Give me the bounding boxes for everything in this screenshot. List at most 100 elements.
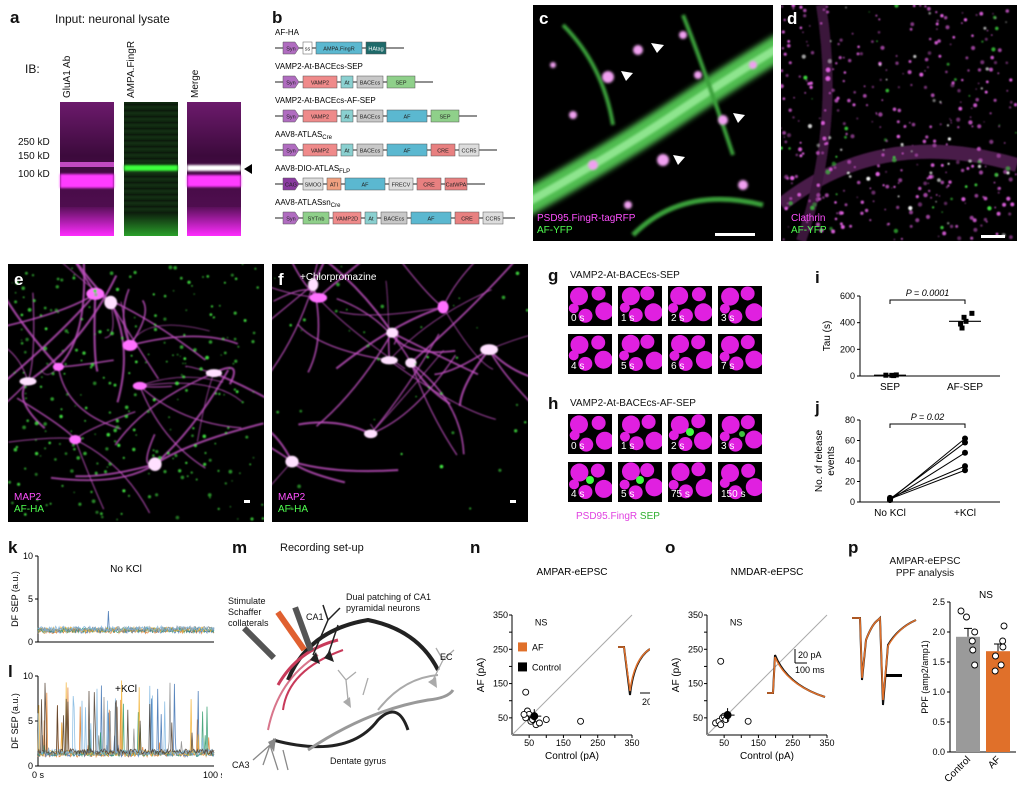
construct-segment-label: FRECV xyxy=(392,183,411,189)
construct-segment-label: At xyxy=(344,81,350,87)
timelapse-time: 6 s xyxy=(671,361,685,372)
y-axis-label: DF SEP (a.u.) xyxy=(10,693,20,749)
data-point xyxy=(520,710,528,718)
punctum xyxy=(678,437,693,452)
construct-segment-label: Syn xyxy=(286,149,295,155)
punctum xyxy=(568,350,579,361)
construct-segment xyxy=(344,177,386,191)
data-point xyxy=(522,688,530,696)
y-tick-label: 5 xyxy=(28,716,33,726)
y-tick-label: 0 xyxy=(850,497,855,507)
punctum xyxy=(721,463,740,482)
image-c-label-magenta: PSD95.FingR-tagRFP xyxy=(537,213,636,224)
image-c-label-green: AF-YFP xyxy=(537,225,573,236)
blot-lane-gluA1 xyxy=(60,102,114,236)
image-e: e MAP2 AF-HA xyxy=(8,264,264,522)
timelapse-tile-svg xyxy=(619,414,662,451)
punctum xyxy=(644,303,662,322)
chart-p: 0.0 0.5 1.0 1.5 2.0 2.5 PPF (amp2/amp1) NS Contr… xyxy=(920,590,1016,785)
construct-segment-label: Syn xyxy=(286,47,295,53)
y-tick-label: 0 xyxy=(850,371,855,381)
construct-segment-label: SYTnb xyxy=(308,217,325,223)
punctum xyxy=(668,303,679,314)
p-value: P = 0.0001 xyxy=(906,288,949,298)
mean-point xyxy=(723,711,732,720)
punctum xyxy=(578,485,593,500)
pair-line xyxy=(889,442,966,500)
epsc-trace-control xyxy=(767,654,826,698)
panel-letter-f: f xyxy=(278,270,284,289)
punctum xyxy=(568,303,579,314)
construct-segment-label: Syn xyxy=(286,81,295,87)
y-tick-label: 80 xyxy=(845,415,855,425)
trace-p xyxy=(852,615,917,706)
trace-series xyxy=(37,624,215,633)
construct-promoter xyxy=(282,211,300,225)
timelapse-tile: 3 s xyxy=(718,286,762,326)
y-tick-label: 20 xyxy=(845,477,855,487)
punctum xyxy=(670,415,689,434)
construct-segment-label: VAMP2D xyxy=(336,217,358,223)
data-point xyxy=(717,721,725,729)
panel-letter-n: n xyxy=(470,538,481,557)
construct-segment xyxy=(444,177,468,191)
label-ca1: CA1 xyxy=(306,612,324,622)
punctum xyxy=(591,415,606,430)
punctum xyxy=(745,350,762,369)
y-tick-label: 50 xyxy=(693,713,703,723)
construct-segment xyxy=(302,143,338,157)
punctum xyxy=(740,415,755,430)
punctum xyxy=(569,430,580,441)
construct-segment-label: ATI xyxy=(330,183,339,189)
timelapse-tile: 1 s xyxy=(618,414,662,454)
pair-line xyxy=(889,465,966,499)
image-c-svg xyxy=(533,14,773,237)
panel-letter-p: p xyxy=(848,538,859,557)
punctum xyxy=(691,462,706,477)
significance-bracket xyxy=(889,299,966,304)
construct-segment xyxy=(302,177,324,191)
timelapse-tile: 2 s xyxy=(668,414,712,454)
data-point xyxy=(997,661,1005,669)
image-f-svg xyxy=(272,264,528,510)
timelapse-time: 1 s xyxy=(621,313,635,324)
construct-segment xyxy=(458,143,480,157)
timelapse-time: 150 s xyxy=(721,489,746,500)
ib-label: IB: xyxy=(25,62,40,76)
data-point xyxy=(959,325,965,331)
punctum xyxy=(721,415,740,434)
construct-segment-label: CRE xyxy=(423,183,435,189)
punctum xyxy=(745,430,762,449)
construct-segment-label: VAMP2 xyxy=(311,115,329,121)
punctum xyxy=(595,302,612,321)
marker-150: 150 kD xyxy=(18,151,50,162)
timelapse-tile-svg xyxy=(569,463,612,500)
panel-letter-j: j xyxy=(815,398,820,417)
timelapse-tile-svg xyxy=(719,335,762,371)
construct-segment xyxy=(302,41,313,55)
x-tick-label: +KCl xyxy=(954,508,976,519)
punctum xyxy=(721,287,740,306)
timelapse-tile: 150 s xyxy=(718,462,762,502)
construct-segment-label: AF xyxy=(427,217,435,223)
image-d: d Clathrin AF-YFP xyxy=(781,5,1017,241)
y-tick-label: 150 xyxy=(493,679,508,689)
construct-segment-label: BACEcs xyxy=(360,149,381,155)
trace-series xyxy=(37,625,215,634)
x-tick-label: 50 xyxy=(719,738,729,748)
punctum xyxy=(729,356,744,371)
construct-promoter xyxy=(282,75,300,89)
punctum xyxy=(669,350,680,361)
panel-letter-g: g xyxy=(548,266,559,285)
construct-segment xyxy=(332,211,362,225)
punctum xyxy=(728,437,743,452)
punctum xyxy=(694,431,712,450)
data-point xyxy=(962,435,968,442)
punctum xyxy=(721,335,740,354)
y-tick-label: 0.0 xyxy=(932,747,945,757)
construct-segment-label: SMOO xyxy=(305,183,323,189)
image-d-label-green: AF-YFP xyxy=(791,225,827,236)
panel-letter-o: o xyxy=(665,538,676,557)
punctum xyxy=(671,463,690,482)
construct-segment-label: CatWPA xyxy=(446,183,467,189)
